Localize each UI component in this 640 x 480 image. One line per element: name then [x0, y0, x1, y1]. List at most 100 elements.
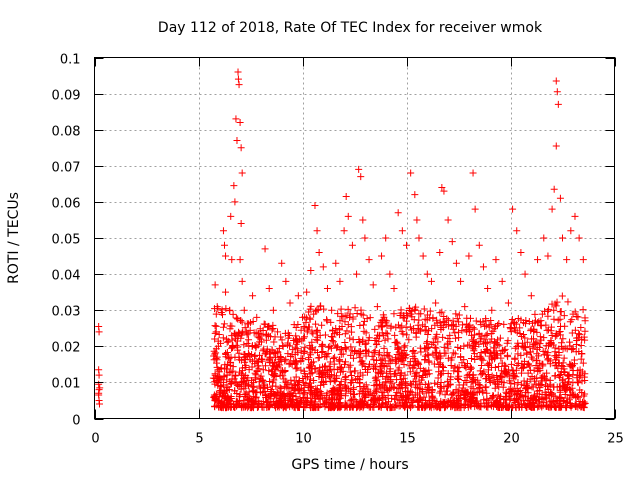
data-point — [502, 367, 510, 375]
data-point — [211, 329, 219, 337]
data-point — [479, 356, 487, 364]
data-point — [554, 316, 562, 324]
data-point — [313, 227, 321, 235]
data-point — [214, 337, 222, 345]
data-point — [482, 383, 490, 391]
data-point — [275, 344, 283, 352]
data-point — [559, 359, 567, 367]
data-point — [432, 344, 440, 352]
data-point — [431, 335, 439, 343]
data-point — [492, 397, 500, 405]
data-point — [279, 372, 287, 380]
data-point — [544, 252, 552, 260]
data-point — [269, 306, 277, 314]
data-point — [575, 347, 583, 355]
data-point — [486, 348, 494, 356]
data-point — [484, 360, 492, 368]
data-point — [478, 370, 486, 378]
data-point — [404, 387, 412, 395]
data-point — [312, 336, 320, 344]
data-point — [396, 324, 404, 332]
data-point — [548, 300, 556, 308]
data-point — [421, 356, 429, 364]
data-point — [480, 335, 488, 343]
data-point — [503, 403, 511, 411]
data-point — [222, 252, 230, 260]
data-point — [299, 394, 307, 402]
data-point — [258, 338, 266, 346]
data-point — [442, 387, 450, 395]
data-point — [270, 338, 278, 346]
data-point — [347, 372, 355, 380]
data-point — [381, 357, 389, 365]
y-tick-label: 0.09 — [52, 89, 81, 104]
data-point — [483, 389, 491, 397]
data-point — [377, 356, 385, 364]
data-point — [384, 373, 392, 381]
data-point — [362, 339, 370, 347]
data-point — [387, 322, 395, 330]
data-point — [419, 252, 427, 260]
data-point — [535, 318, 543, 326]
data-point — [311, 307, 319, 315]
data-point — [458, 327, 466, 335]
data-point — [95, 400, 103, 408]
data-point — [402, 309, 410, 317]
data-point — [402, 323, 410, 331]
data-point — [446, 331, 454, 339]
data-point — [548, 205, 556, 213]
chart-title: Day 112 of 2018, Rate Of TEC Index for r… — [158, 20, 543, 36]
data-point — [297, 366, 305, 374]
data-point — [572, 340, 580, 348]
data-point — [317, 381, 325, 389]
data-point — [259, 347, 267, 355]
data-point — [223, 349, 231, 357]
data-point — [550, 185, 558, 193]
data-point — [427, 277, 435, 285]
data-point — [253, 313, 261, 321]
data-point — [342, 383, 350, 391]
data-point — [412, 329, 420, 337]
data-point — [236, 118, 244, 126]
data-point — [526, 343, 534, 351]
x-tick-label: 5 — [195, 432, 203, 447]
y-tick-label: 0.01 — [52, 377, 81, 392]
data-point — [323, 316, 331, 324]
data-point — [581, 317, 589, 325]
data-point — [225, 355, 233, 363]
data-point — [533, 328, 541, 336]
data-point — [534, 402, 542, 410]
x-tick-label: 25 — [607, 432, 624, 447]
data-point — [346, 361, 354, 369]
data-point — [417, 348, 425, 356]
data-point — [416, 326, 424, 334]
data-point — [440, 312, 448, 320]
data-point — [325, 363, 333, 371]
data-point — [238, 329, 246, 337]
data-point — [222, 404, 230, 412]
data-point — [467, 355, 475, 363]
data-point — [288, 397, 296, 405]
data-point — [251, 341, 259, 349]
data-point — [495, 341, 503, 349]
data-point — [213, 363, 221, 371]
data-point — [355, 350, 363, 358]
data-point — [402, 317, 410, 325]
data-point — [542, 390, 550, 398]
data-point — [336, 277, 344, 285]
data-point — [240, 402, 248, 410]
data-point — [265, 367, 273, 375]
data-point — [436, 389, 444, 397]
data-point — [307, 302, 315, 310]
data-point — [217, 364, 225, 372]
data-point — [236, 368, 244, 376]
data-point — [241, 382, 249, 390]
data-point — [353, 270, 361, 278]
data-point — [343, 327, 351, 335]
data-point — [337, 380, 345, 388]
data-point — [390, 310, 398, 318]
data-point — [559, 234, 566, 242]
data-point — [292, 373, 300, 381]
data-point — [531, 392, 539, 400]
data-point — [407, 398, 415, 406]
